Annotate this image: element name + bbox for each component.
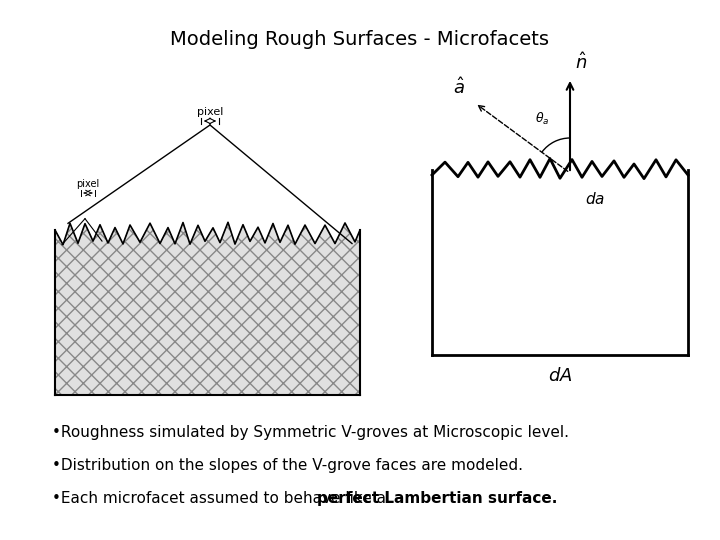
Text: perfect Lambertian surface.: perfect Lambertian surface. xyxy=(317,491,557,506)
Text: Modeling Rough Surfaces - Microfacets: Modeling Rough Surfaces - Microfacets xyxy=(171,30,549,49)
Text: $da$: $da$ xyxy=(585,191,605,207)
Text: •Distribution on the slopes of the V-grove faces are modeled.: •Distribution on the slopes of the V-gro… xyxy=(52,458,523,473)
Text: $dA$: $dA$ xyxy=(548,367,572,385)
Text: $\hat{n}$: $\hat{n}$ xyxy=(575,52,588,73)
Text: pixel: pixel xyxy=(197,107,223,117)
Text: •Roughness simulated by Symmetric V-groves at Microscopic level.: •Roughness simulated by Symmetric V-grov… xyxy=(52,425,569,440)
Text: $\theta_a$: $\theta_a$ xyxy=(535,111,549,127)
Text: pixel: pixel xyxy=(76,179,99,189)
Polygon shape xyxy=(55,222,360,395)
Text: •Each microfacet assumed to behave like a: •Each microfacet assumed to behave like … xyxy=(52,491,391,506)
Text: $\hat{a}$: $\hat{a}$ xyxy=(453,77,465,98)
